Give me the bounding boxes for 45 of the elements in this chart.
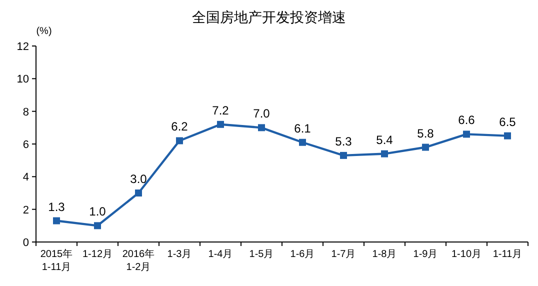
- y-tick-label: 10: [16, 74, 29, 86]
- point: [463, 130, 470, 138]
- data-label: 6.5: [499, 114, 516, 129]
- data-label: 7.0: [253, 106, 270, 121]
- point: [135, 190, 142, 196]
- y-tick-label: 4: [22, 172, 29, 184]
- y-tick-label: 2: [22, 204, 29, 216]
- y-tick-label: 0: [22, 237, 29, 249]
- data-label: 3.0: [130, 172, 148, 186]
- x-tick-label: 1-11月: [492, 249, 522, 260]
- data-label: 5.4: [376, 132, 394, 147]
- data-label: 1.3: [48, 200, 66, 214]
- point: [94, 222, 101, 230]
- point: [340, 152, 347, 159]
- data-label: 6.6: [458, 113, 476, 128]
- data-label: 5.8: [417, 126, 434, 140]
- x-tick-label: 1-7月: [331, 249, 356, 260]
- data-label: 1.0: [89, 204, 106, 219]
- x-tick-label: 1-8月: [372, 249, 397, 260]
- y-tick-label: 6: [22, 139, 29, 151]
- x-tick-label: 1-5月: [249, 249, 274, 260]
- point: [217, 120, 224, 128]
- point: [53, 217, 60, 224]
- x-tick-label: 1-4月: [208, 249, 233, 260]
- data-label: 7.2: [212, 103, 230, 118]
- x-tick-label: 1-12月: [82, 249, 113, 260]
- point: [504, 132, 511, 140]
- x-tick-label: 1-10月: [451, 249, 482, 260]
- x-tick-label: 1-6月: [290, 249, 315, 260]
- point: [299, 138, 306, 146]
- point: [381, 150, 388, 158]
- data-label: 6.2: [171, 120, 188, 134]
- y-axis-title: (%): [36, 26, 52, 37]
- chart-title: 全国房地产开发投资增速: [192, 9, 346, 25]
- x-tick-label: 2016年 1-2月: [122, 248, 155, 273]
- x-tick-label: 1-9月: [413, 249, 438, 260]
- x-tick-label: 1-3月: [167, 249, 192, 260]
- point: [176, 137, 183, 144]
- y-tick-label: 12: [16, 41, 29, 53]
- y-tick-label: 8: [22, 106, 29, 118]
- data-label: 5.3: [335, 134, 352, 148]
- x-tick-label: 2015年 1-11月: [40, 248, 73, 273]
- data-label: 6.1: [294, 121, 312, 136]
- point: [422, 144, 429, 151]
- point: [258, 124, 265, 132]
